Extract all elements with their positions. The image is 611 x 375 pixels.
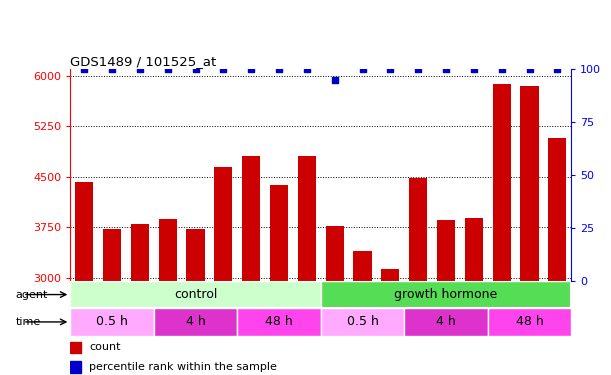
Bar bbox=[131, 224, 149, 375]
Text: 4 h: 4 h bbox=[436, 315, 456, 328]
Point bbox=[274, 66, 284, 72]
Bar bbox=[103, 229, 121, 375]
Point bbox=[386, 66, 395, 72]
Bar bbox=[465, 218, 483, 375]
Bar bbox=[70, 308, 154, 336]
Point bbox=[413, 66, 423, 72]
Bar bbox=[437, 220, 455, 375]
Bar bbox=[242, 156, 260, 375]
Text: 0.5 h: 0.5 h bbox=[346, 315, 378, 328]
Bar bbox=[154, 308, 237, 336]
Text: growth hormone: growth hormone bbox=[395, 288, 497, 301]
Bar bbox=[326, 226, 344, 375]
Point bbox=[163, 66, 172, 72]
Bar bbox=[381, 269, 400, 375]
Text: agent: agent bbox=[15, 290, 48, 300]
Text: control: control bbox=[174, 288, 217, 301]
Bar bbox=[492, 84, 511, 375]
Point bbox=[135, 66, 145, 72]
Point bbox=[246, 66, 256, 72]
Bar bbox=[321, 308, 404, 336]
Bar bbox=[354, 251, 371, 375]
Bar bbox=[237, 308, 321, 336]
Point bbox=[330, 76, 340, 82]
Text: 48 h: 48 h bbox=[516, 315, 543, 328]
Point bbox=[525, 66, 535, 72]
Text: GDS1489 / 101525_at: GDS1489 / 101525_at bbox=[70, 55, 216, 68]
Text: count: count bbox=[89, 342, 121, 352]
Bar bbox=[75, 182, 93, 375]
Point bbox=[302, 66, 312, 72]
Point bbox=[219, 66, 229, 72]
Bar bbox=[321, 281, 571, 308]
Bar bbox=[186, 229, 205, 375]
Text: 48 h: 48 h bbox=[265, 315, 293, 328]
Bar bbox=[409, 178, 427, 375]
Bar bbox=[159, 219, 177, 375]
Point bbox=[79, 66, 89, 72]
Point bbox=[441, 66, 451, 72]
Bar bbox=[521, 87, 538, 375]
Point bbox=[469, 66, 479, 72]
Bar bbox=[214, 166, 232, 375]
Bar bbox=[270, 185, 288, 375]
Bar bbox=[548, 138, 566, 375]
Text: percentile rank within the sample: percentile rank within the sample bbox=[89, 362, 277, 372]
Point bbox=[357, 66, 367, 72]
Point bbox=[497, 66, 507, 72]
Bar bbox=[70, 281, 321, 308]
Point bbox=[552, 66, 562, 72]
Text: 4 h: 4 h bbox=[186, 315, 205, 328]
Point bbox=[107, 66, 117, 72]
Point bbox=[191, 66, 200, 72]
Text: time: time bbox=[15, 317, 40, 327]
Bar bbox=[70, 361, 81, 373]
Bar bbox=[488, 308, 571, 336]
Text: 0.5 h: 0.5 h bbox=[96, 315, 128, 328]
Bar bbox=[70, 342, 81, 353]
Bar bbox=[404, 308, 488, 336]
Bar bbox=[298, 156, 316, 375]
